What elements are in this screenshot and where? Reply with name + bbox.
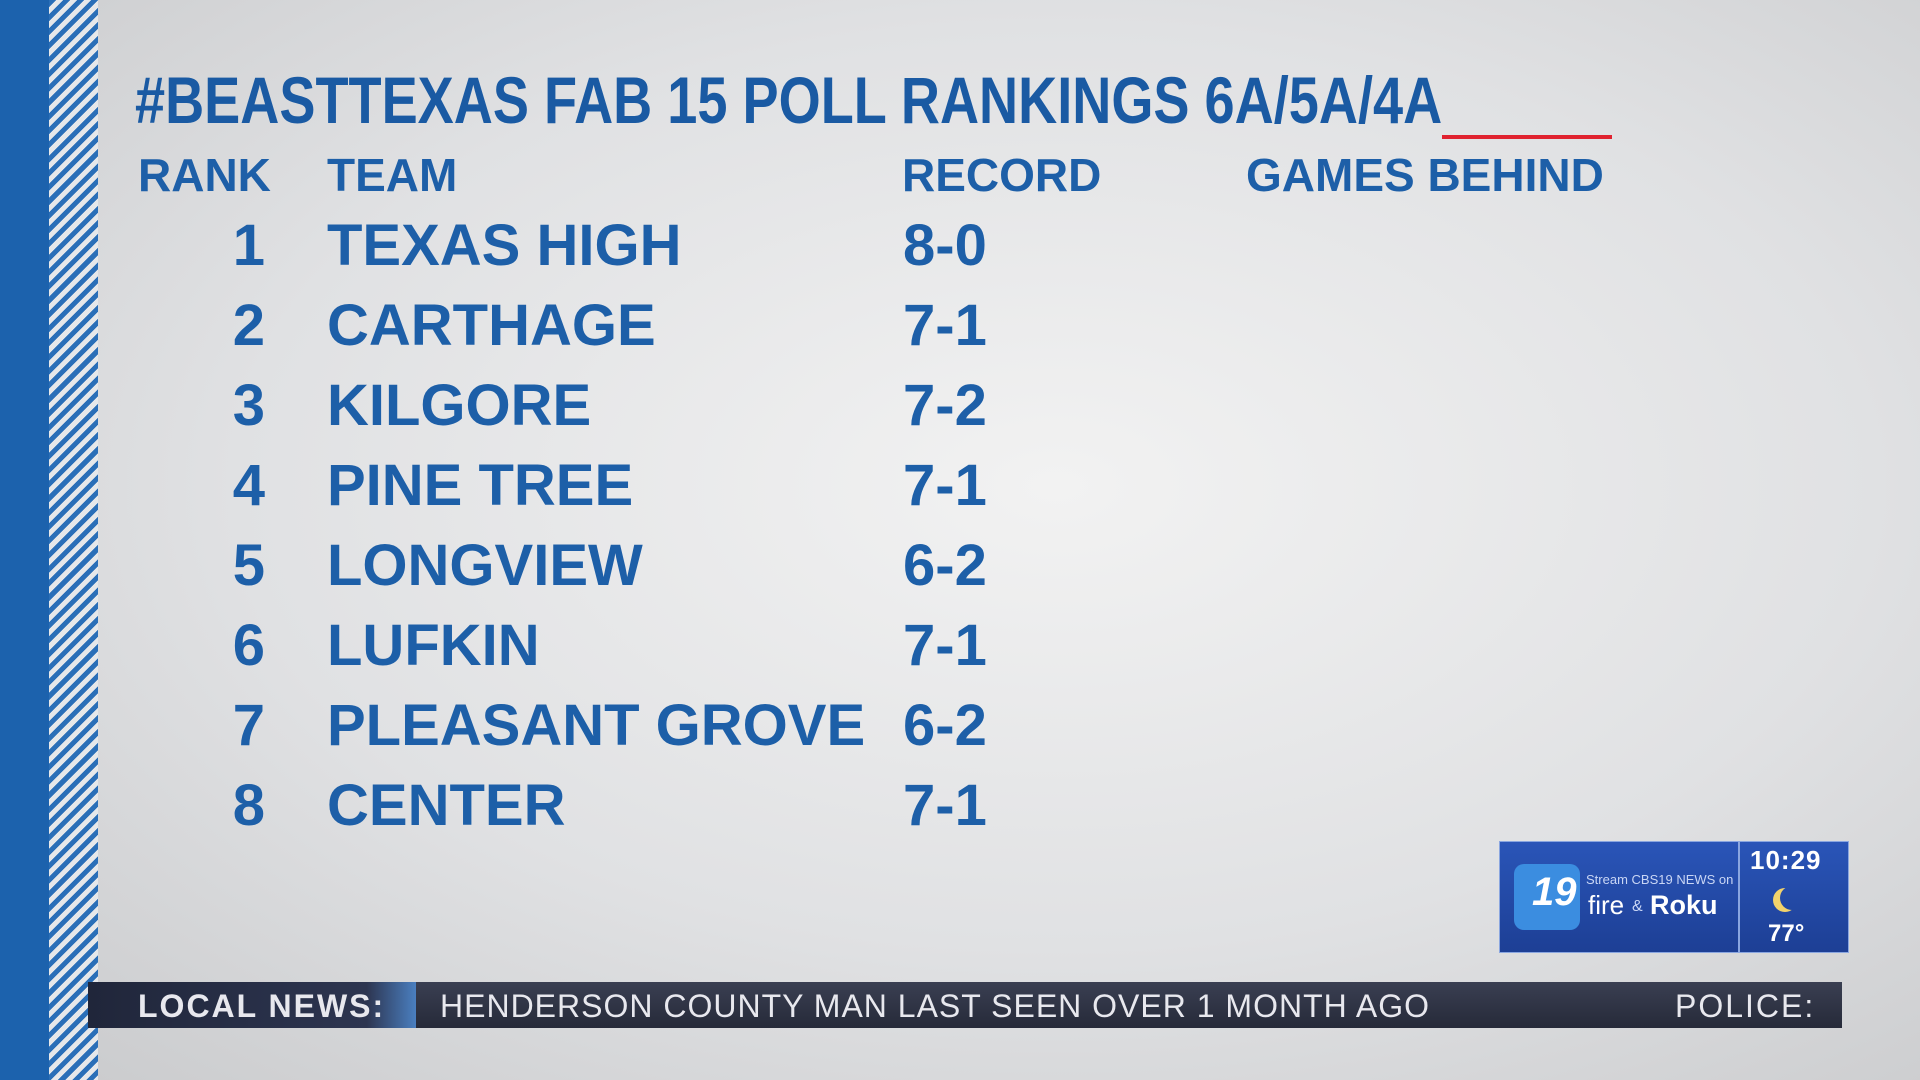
roku-text: Roku <box>1650 890 1718 920</box>
ticker-label: LOCAL NEWS: <box>138 988 386 1024</box>
column-header: RECORD <box>902 149 1102 201</box>
hatched-stripe <box>49 0 98 1080</box>
blue-stripe <box>0 0 49 1080</box>
channel-number: 19 <box>1532 870 1577 914</box>
rank: 7 <box>232 693 265 758</box>
amp-text: & <box>1632 898 1643 915</box>
bug-divider <box>1738 841 1740 953</box>
fire-text: fire <box>1588 890 1625 920</box>
record: 6-2 <box>903 693 987 758</box>
rank: 1 <box>232 213 265 278</box>
rank: 3 <box>232 373 265 438</box>
team: CARTHAGE <box>327 293 656 358</box>
rank: 4 <box>232 453 265 518</box>
record: 7-1 <box>903 613 987 678</box>
rank: 8 <box>232 773 265 838</box>
header-accent <box>1442 135 1612 139</box>
record: 7-1 <box>903 773 987 838</box>
team: PLEASANT GROVE <box>327 693 866 758</box>
time: 10:29 <box>1750 845 1822 875</box>
stream-text: Stream CBS19 NEWS on <box>1586 872 1734 887</box>
rank: 6 <box>232 613 265 678</box>
column-header: TEAM <box>327 149 458 201</box>
team: TEXAS HIGH <box>327 213 682 278</box>
channel-logo <box>1514 864 1580 930</box>
record: 7-2 <box>903 373 987 438</box>
record: 6-2 <box>903 533 987 598</box>
record: 8-0 <box>903 213 987 278</box>
temperature: 77° <box>1768 920 1805 947</box>
team: LONGVIEW <box>327 533 643 598</box>
team: LUFKIN <box>327 613 540 678</box>
rank: 5 <box>232 533 265 598</box>
record: 7-1 <box>903 453 987 518</box>
team: PINE TREE <box>327 453 634 518</box>
rank: 2 <box>232 293 265 358</box>
team: CENTER <box>327 773 566 838</box>
record: 7-1 <box>903 293 987 358</box>
ticker-label-box <box>88 982 416 1028</box>
ticker-next: POLICE: <box>1675 988 1816 1024</box>
team: KILGORE <box>327 373 592 438</box>
title: #BEASTTEXAS FAB 15 POLL RANKINGS 6A/5A/4… <box>135 63 1443 137</box>
ticker-headline: HENDERSON COUNTY MAN LAST SEEN OVER 1 MO… <box>440 988 1430 1024</box>
column-header: GAMES BEHIND <box>1246 149 1604 201</box>
moon-icon <box>1780 886 1804 910</box>
column-header: RANK <box>138 149 271 201</box>
